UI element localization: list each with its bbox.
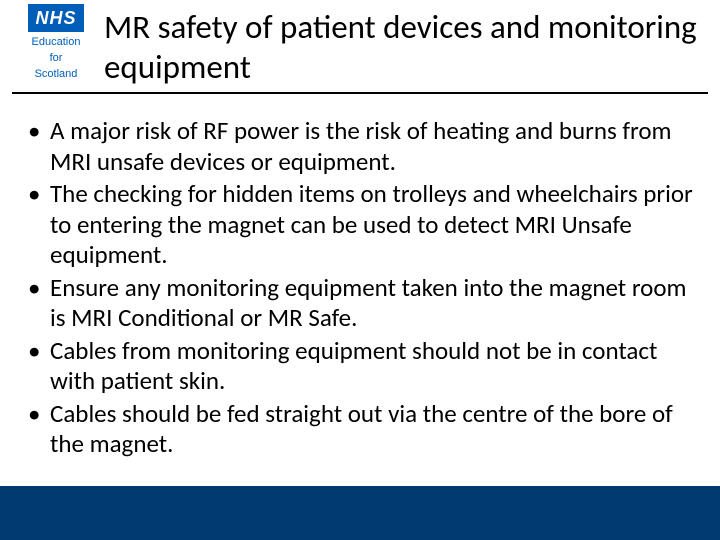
logo-subtext-2: for: [50, 52, 63, 64]
header: NHS Education for Scotland MR safety of …: [0, 0, 720, 100]
title-underline: [12, 92, 708, 94]
nhs-badge: NHS: [28, 4, 84, 32]
logo-subtext-3: Scotland: [35, 68, 78, 80]
nhs-logo: NHS Education for Scotland: [12, 4, 100, 96]
list-item: The checking for hidden items on trolley…: [28, 179, 696, 271]
list-item: Cables should be fed straight out via th…: [28, 399, 696, 460]
title-area: MR safety of patient devices and monitor…: [104, 8, 708, 87]
list-item: A major risk of RF power is the risk of …: [28, 116, 696, 177]
list-item: Cables from monitoring equipment should …: [28, 336, 696, 397]
page-title: MR safety of patient devices and monitor…: [104, 8, 708, 87]
logo-subtext-1: Education: [32, 36, 81, 48]
bullet-list: A major risk of RF power is the risk of …: [28, 116, 696, 460]
list-item: Ensure any monitoring equipment taken in…: [28, 273, 696, 334]
footer-band: [0, 486, 720, 540]
content-area: A major risk of RF power is the risk of …: [0, 100, 720, 460]
